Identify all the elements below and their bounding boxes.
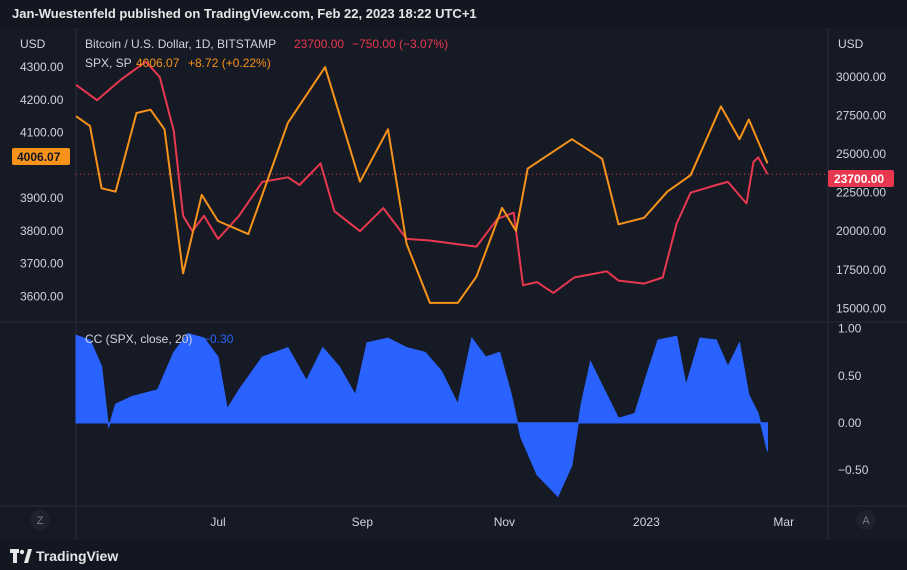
x-tick-label: Jul [210,515,225,529]
footer-logo[interactable]: TradingView [10,548,118,564]
right-price-tag-bg [828,170,894,187]
right-tick-label: 25000.00 [836,147,886,161]
cc-tick-label: −0.50 [838,463,869,477]
auto-scale-button[interactable]: A [862,515,870,527]
left-tick-label: 4200.00 [20,93,64,107]
right-price-tag: 23700.00 [834,172,884,186]
legend-btc-value: 23700.00 [294,37,344,51]
x-tick-label: Sep [352,515,374,529]
cc-tick-label: 1.00 [838,322,862,336]
footer-brand: TradingView [36,548,119,564]
left-axis-unit: USD [20,37,46,51]
left-tick-label: 3800.00 [20,224,64,238]
cc-tick-label: 0.50 [838,369,862,383]
legend-cc-title: CC (SPX, close, 20) [85,332,192,346]
tradingview-logo-icon [10,549,32,563]
right-tick-label: 20000.00 [836,224,886,238]
left-tick-label: 3600.00 [20,289,64,303]
right-axis-unit: USD [838,37,864,51]
chart-background [0,28,907,540]
btc-price-line [75,60,769,294]
cc-area [75,332,768,498]
footer: TradingView [0,540,907,570]
pane-dividers [0,28,907,540]
axes: 4300.00 4200.00 4100.00 3900.00 3800.00 3700.… [20,60,886,529]
x-tick-label: 2023 [633,515,660,529]
legend-cc-value: −0.30 [203,332,234,346]
legend-btc-title: Bitcoin / U.S. Dollar, 1D, BITSTAMP [85,37,276,51]
x-tick-label: Mar [773,515,794,529]
left-tick-label: 3700.00 [20,257,64,271]
legend-spx-value: 4006.07 [136,56,180,70]
publisher-caption: Jan-Wuestenfeld published on TradingView… [12,6,477,21]
auto-scale-button-bg[interactable] [856,510,876,530]
left-price-tag-bg [12,148,70,165]
left-tick-label: 4100.00 [20,126,64,140]
x-tick-label: Nov [494,515,515,529]
spx-price-line [75,66,769,304]
left-price-tag: 4006.07 [17,150,61,164]
zoom-button-bg[interactable] [30,510,50,530]
legend-spx-title: SPX, SP [85,56,132,70]
cc-pane [75,332,768,498]
right-tick-label: 17500.00 [836,263,886,277]
left-tick-label: 4300.00 [20,60,64,74]
left-tick-label: 3900.00 [20,191,64,205]
chart-svg[interactable]: 4300.00 4200.00 4100.00 3900.00 3800.00 3700.… [0,28,907,540]
zoom-button[interactable]: Z [37,515,44,527]
right-tick-label: 27500.00 [836,109,886,123]
right-tick-label: 15000.00 [836,301,886,315]
chart-header: Jan-Wuestenfeld published on TradingView… [0,0,907,28]
price-pane [75,60,769,304]
legend-spx-change: +8.72 (+0.22%) [188,56,271,70]
cc-tick-label: 0.00 [838,416,862,430]
chart-area[interactable]: 4300.00 4200.00 4100.00 3900.00 3800.00 3700.… [0,28,907,540]
legend-btc-change: −750.00 (−3.07%) [352,37,448,51]
right-tick-label: 30000.00 [836,70,886,84]
right-tick-label: 22500.00 [836,186,886,200]
